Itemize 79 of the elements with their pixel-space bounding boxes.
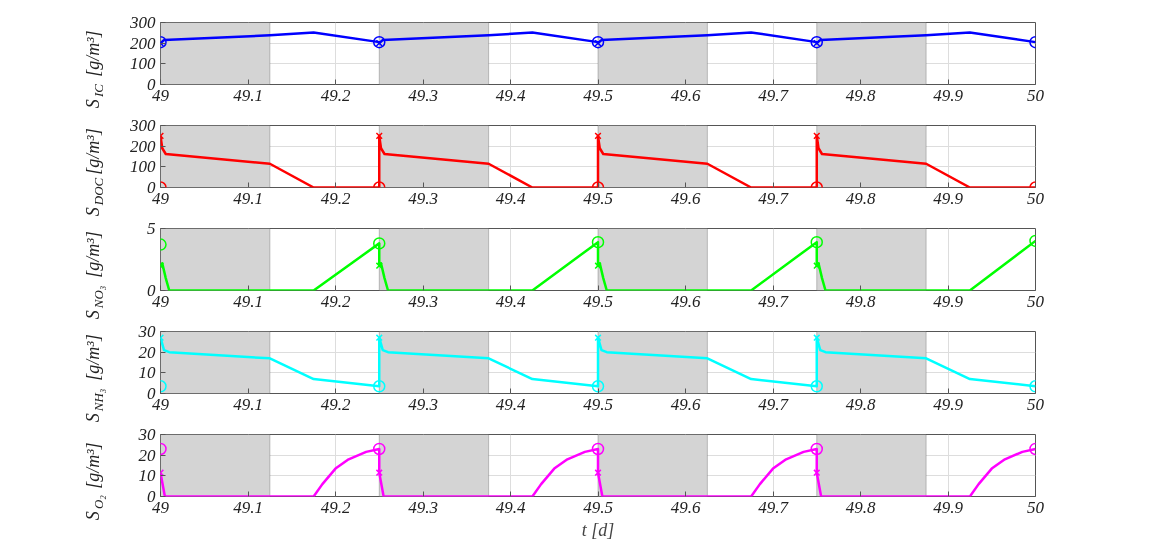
y-axis-title: SO₂ [g/m³] [82, 442, 106, 521]
x-tick-label: 49.2 [320, 497, 351, 517]
y-tick-label: 200 [130, 136, 156, 156]
x-tick-label: 49.3 [408, 394, 438, 414]
x-tick-label: 49.6 [670, 291, 701, 311]
x-tick-label: 49.7 [758, 85, 790, 105]
y-axis-title: SNO₃ [g/m³] [82, 231, 106, 320]
x-tick-label: 49.3 [408, 85, 438, 105]
x-tick-label: 49.1 [233, 188, 263, 208]
x-tick-label: 49.8 [845, 394, 876, 414]
line-series [160, 336, 1036, 388]
x-tick-label: 49.2 [320, 394, 351, 414]
point [810, 235, 823, 249]
x-tick-label: 49.2 [320, 188, 351, 208]
x-tick-label: 49.4 [495, 85, 526, 105]
x-tick-label: 49.8 [845, 497, 876, 517]
x-tick-label: 49.8 [845, 188, 876, 208]
x-axis-title: t [d] [581, 519, 615, 540]
x-tick-label: 49.4 [495, 188, 526, 208]
x-tick-label: 49.7 [758, 497, 790, 517]
y-tick-label: 5 [147, 219, 156, 238]
y-tick-label: 100 [130, 157, 156, 177]
x-tick-label: 49.5 [583, 291, 613, 311]
y-tick-label: 30 [137, 425, 156, 444]
y-tick-label: 20 [138, 445, 156, 465]
x-tick-label: 49.9 [933, 497, 964, 517]
y-tick-label: 10 [138, 466, 156, 486]
x-tick-label: 49.6 [670, 497, 701, 517]
x-tick-label: 49.7 [758, 291, 790, 311]
y-tick-label: 300 [129, 13, 156, 32]
y-tick-label: 0 [147, 281, 156, 300]
x-tick-label: 49.9 [933, 291, 964, 311]
x-tick-label: 49.6 [670, 85, 701, 105]
x-tick-label: 49.1 [233, 85, 263, 105]
x-tick-label: 49.5 [583, 188, 613, 208]
y-tick-label: 20 [138, 342, 156, 362]
x-tick-label: 49.5 [583, 394, 613, 414]
x-tick-label: 49.1 [233, 497, 263, 517]
y-tick-label: 200 [130, 33, 156, 53]
x-tick-label: 49.9 [933, 85, 964, 105]
point [373, 237, 386, 250]
y-tick-label: 300 [129, 116, 156, 135]
x-tick-label: 49.4 [495, 291, 526, 311]
x-tick-label: 50 [1027, 188, 1045, 208]
x-tick-label: 49.1 [233, 291, 263, 311]
x-tick-label: 49.4 [495, 394, 526, 414]
x-tick-label: 49.5 [583, 497, 613, 517]
y-tick-label: 30 [137, 322, 156, 341]
x-tick-label: 49.8 [845, 85, 876, 105]
y-tick-label: 10 [138, 363, 156, 383]
y-tick-label: 100 [130, 54, 156, 74]
x-tick-label: 49.6 [670, 188, 701, 208]
y-tick-label: 0 [147, 487, 156, 506]
y-tick-label: 0 [147, 384, 156, 403]
x-tick-label: 50 [1027, 85, 1045, 105]
x-tick-label: 49.7 [758, 188, 790, 208]
x-tick-label: 49.7 [758, 394, 790, 414]
x-tick-label: 49.9 [933, 394, 964, 414]
x-tick-label: 49.4 [495, 497, 526, 517]
line-series [160, 31, 1036, 45]
x-tick-label: 49.6 [670, 394, 701, 414]
point [591, 235, 605, 249]
x-tick-label: 49.8 [845, 291, 876, 311]
x-tick-label: 49.9 [933, 188, 964, 208]
x-tick-label: 49.1 [233, 394, 263, 414]
x-tick-label: 49.5 [583, 85, 613, 105]
y-axis-title: SIC [g/m³] [82, 30, 106, 109]
x-tick-label: 50 [1027, 497, 1045, 517]
y-axis-title: SNH₃ [g/m³] [82, 334, 106, 423]
x-tick-label: 49.2 [320, 291, 351, 311]
x-tick-label: 50 [1027, 291, 1045, 311]
y-tick-label: 0 [147, 75, 156, 94]
y-axis-title: SDOC [g/m³] [82, 128, 106, 217]
y-tick-label: 0 [147, 178, 156, 197]
x-tick-label: 50 [1027, 394, 1045, 414]
x-tick-label: 49.2 [320, 85, 351, 105]
x-tick-label: 49.3 [408, 188, 438, 208]
x-tick-label: 49.3 [408, 497, 438, 517]
x-tick-label: 49.3 [408, 291, 438, 311]
